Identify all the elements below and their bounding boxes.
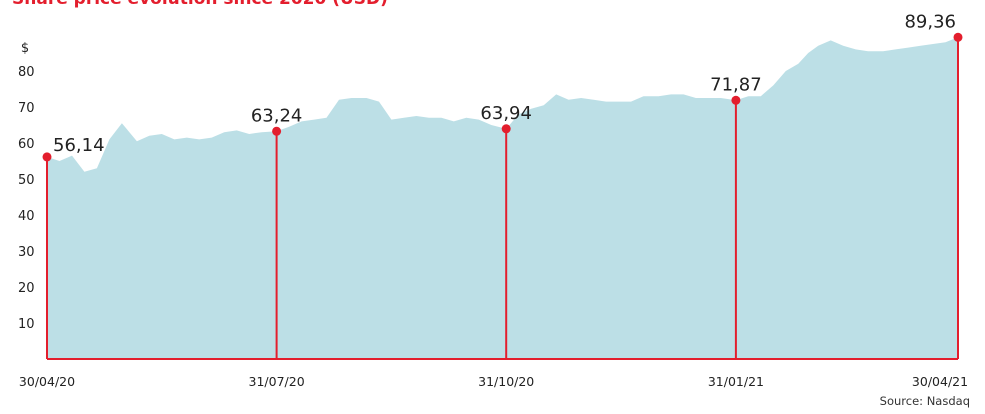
chart-title-area: Share price evolution since 2020 (USD) [12, 0, 388, 9]
callout-dot [42, 152, 52, 162]
x-tick-label: 30/04/21 [912, 374, 968, 389]
y-tick-label: 30 [18, 245, 35, 260]
y-tick-label: 50 [18, 173, 35, 188]
chart-title-cut: Share price evolution since 2020 (USD) [12, 0, 388, 9]
price-area-layer [47, 37, 958, 360]
y-tick-label: 70 [18, 101, 35, 116]
y-tick-label: 20 [18, 281, 35, 296]
x-axis-ticks: 30/04/20 31/07/20 31/10/20 31/01/21 30/04/21 [19, 374, 968, 389]
x-tick-label: 31/01/21 [708, 374, 764, 389]
callout-dot [272, 126, 282, 136]
callout-label: 63,24 [251, 105, 303, 126]
y-tick-label: 40 [18, 209, 35, 224]
y-tick-label: 60 [18, 137, 35, 152]
callout-dot [953, 32, 963, 42]
price-area [47, 37, 958, 360]
callout-label: 56,14 [53, 135, 105, 156]
x-tick-label: 30/04/20 [19, 374, 75, 389]
callout-markers: 56,14 63,24 63,94 71,87 89,36 [42, 11, 963, 360]
source-note: Source: Nasdaq [880, 394, 970, 408]
y-axis-ticks: 10 20 30 40 50 60 70 80 [18, 65, 35, 332]
x-tick-label: 31/10/20 [478, 374, 534, 389]
y-axis-unit-label: $ [21, 41, 29, 56]
y-tick-label: 10 [18, 317, 35, 332]
callout-dot [731, 95, 741, 105]
y-tick-label: 80 [18, 65, 35, 80]
callout-label: 89,36 [904, 11, 956, 32]
callout-label: 71,87 [710, 74, 762, 95]
callout-label: 63,94 [480, 103, 532, 124]
callout-dot [501, 124, 511, 134]
x-tick-label: 31/07/20 [249, 374, 305, 389]
